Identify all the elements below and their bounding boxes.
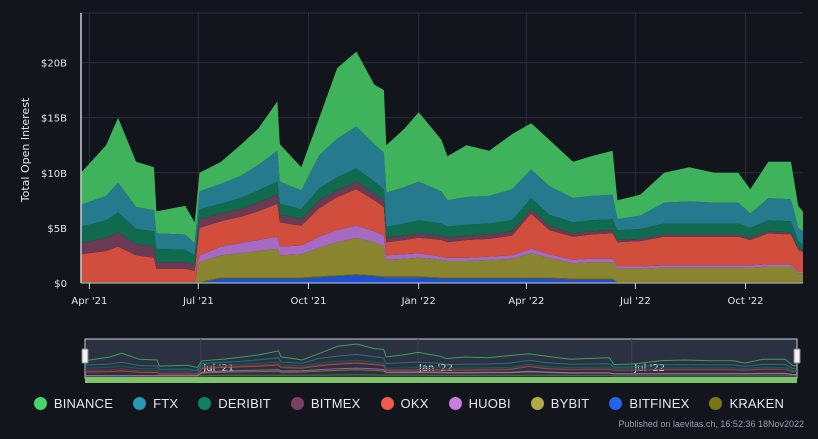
- area-kraken: [81, 274, 803, 283]
- y-tick-label: $10B: [41, 169, 67, 180]
- legend-item-ftx[interactable]: FTX: [133, 396, 178, 411]
- legend-label: BITMEX: [310, 396, 361, 411]
- legend-dot-icon: [709, 397, 723, 410]
- y-axis-title: Total Open Interest: [19, 97, 32, 203]
- area-bitfinex: [81, 275, 803, 283]
- legend-item-huobi[interactable]: HUOBI: [448, 396, 511, 411]
- legend-dot-icon: [290, 397, 304, 410]
- navigator-scrollbar[interactable]: [85, 377, 797, 383]
- legend: BINANCE FTX DERIBIT BITMEX OKX HUOBI BYBIT BITF…: [0, 396, 818, 411]
- navigator-line-deribit: [84, 359, 798, 373]
- legend-item-bitmex[interactable]: BITMEX: [290, 396, 361, 411]
- legend-label: HUOBI: [468, 396, 511, 411]
- legend-dot-icon: [609, 397, 623, 410]
- legend-label: BYBIT: [550, 396, 590, 411]
- area-bitmex: [81, 181, 803, 271]
- legend-item-bitfinex[interactable]: BITFINEX: [609, 396, 689, 411]
- legend-label: BINANCE: [53, 396, 114, 411]
- area-huobi: [81, 225, 803, 282]
- navigator-handle-left[interactable]: [81, 348, 89, 364]
- area-okx: [81, 189, 803, 282]
- y-tick-label: $20B: [41, 59, 67, 70]
- legend-dot-icon: [198, 397, 212, 410]
- legend-label: OKX: [400, 396, 429, 411]
- legend-item-bybit[interactable]: BYBIT: [530, 396, 590, 411]
- x-tick-label: Apr '22: [508, 296, 544, 307]
- published-credit: Published on laevitas.ch, 16:52:36 18Nov…: [618, 419, 804, 429]
- legend-dot-icon: [448, 397, 462, 410]
- x-tick-label: Oct '22: [728, 296, 764, 307]
- area-bybit: [81, 237, 803, 282]
- area-ftx: [81, 126, 803, 256]
- x-tick-label: Jul '21: [182, 296, 214, 307]
- legend-item-okx[interactable]: OKX: [380, 396, 429, 411]
- navigator-line-huobi: [85, 367, 797, 377]
- x-tick-label: Oct '21: [291, 296, 327, 307]
- legend-item-kraken[interactable]: KRAKEN: [709, 396, 784, 411]
- legend-label: DERIBIT: [218, 396, 271, 411]
- navigator-handle-right[interactable]: [793, 348, 801, 364]
- navigator-line-binance: [84, 343, 798, 369]
- legend-item-deribit[interactable]: DERIBIT: [198, 396, 271, 411]
- area-deribit: [81, 168, 803, 266]
- legend-label: FTX: [153, 396, 179, 411]
- axes: $0 $5B $10B $15B $20B Apr '21 Jul '21 Oct '21 Ja…: [41, 13, 803, 307]
- legend-label: BITFINEX: [629, 396, 690, 411]
- y-tick-label: $5B: [47, 224, 67, 235]
- x-tick-label: Jul '22: [619, 296, 651, 307]
- legend-label: KRAKEN: [729, 396, 785, 411]
- area-binance: [81, 51, 803, 244]
- legend-item-binance[interactable]: BINANCE: [33, 396, 114, 411]
- stacked-areas: [81, 51, 803, 283]
- legend-dot-icon: [380, 397, 394, 410]
- navigator-tick-label: Jul '21: [202, 363, 234, 374]
- legend-dot-icon: [530, 397, 544, 410]
- legend-dot-icon: [133, 397, 147, 410]
- open-interest-chart: $0 $5B $10B $15B $20B Apr '21 Jul '21 Oct '21 Ja…: [19, 12, 803, 383]
- y-tick-label: $15B: [41, 114, 67, 125]
- x-tick-label: Jan '22: [401, 296, 436, 307]
- navigator-line-bitmex: [84, 361, 798, 375]
- navigator-line-ftx: [84, 353, 798, 372]
- navigator[interactable]: Jul '21 Jan '22 Jul '22: [81, 338, 801, 383]
- legend-dot-icon: [33, 397, 47, 410]
- navigator-tick-label: Jan '22: [418, 363, 453, 374]
- y-tick-label: $0: [54, 279, 67, 290]
- x-tick-label: Apr '21: [71, 296, 107, 307]
